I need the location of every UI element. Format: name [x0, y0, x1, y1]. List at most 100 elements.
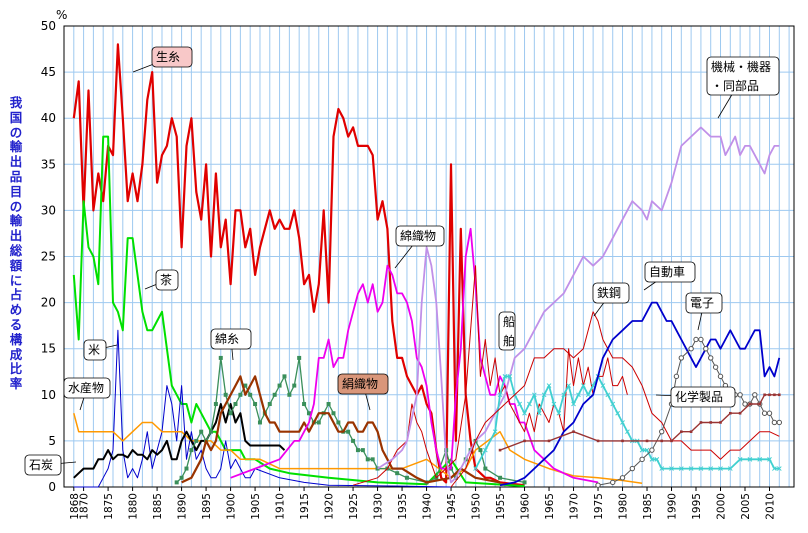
data-point — [644, 447, 650, 453]
x-tick-label: 1895 — [201, 493, 213, 520]
data-point — [645, 439, 649, 443]
data-point — [482, 447, 488, 453]
data-point — [498, 475, 503, 480]
x-tick-label: 1900 — [226, 493, 238, 520]
data-point — [527, 401, 532, 407]
data-point — [492, 429, 498, 435]
callout-label: 生糸 — [156, 50, 180, 64]
data-point — [678, 355, 685, 361]
data-point — [605, 392, 611, 398]
data-point — [370, 457, 375, 462]
series-line — [352, 265, 628, 486]
callout-label: 綿織物 — [400, 229, 436, 243]
x-tick-label: 1880 — [128, 493, 140, 520]
series-line — [377, 126, 780, 484]
data-point — [572, 430, 575, 433]
callout-box — [63, 377, 111, 399]
x-tick-label: 2010 — [765, 493, 777, 520]
data-point — [747, 456, 753, 462]
callout-box — [498, 311, 516, 351]
data-point — [184, 466, 189, 471]
data-point — [253, 402, 258, 407]
data-point — [331, 411, 336, 416]
callout-label: ・同部品 — [711, 78, 759, 93]
x-tick-label: 1920 — [324, 493, 336, 520]
data-point — [639, 447, 645, 453]
data-point — [531, 392, 537, 398]
data-point — [621, 439, 624, 443]
x-tick-label: 1975 — [593, 493, 605, 520]
data-point — [267, 402, 272, 407]
data-point — [179, 475, 184, 480]
callout-box — [155, 269, 179, 291]
y-tick-label: 30 — [41, 203, 56, 217]
data-point — [365, 457, 370, 462]
data-point — [282, 374, 287, 379]
data-point — [238, 392, 243, 397]
callout-box — [670, 386, 736, 408]
callout-box — [210, 328, 252, 350]
data-point — [649, 456, 655, 462]
x-tick-label: 1980 — [618, 493, 630, 520]
data-point — [478, 448, 483, 453]
data-point — [719, 421, 722, 424]
data-point — [670, 439, 673, 443]
data-point — [767, 456, 772, 462]
callout-label: 化学製品 — [675, 389, 723, 404]
data-point — [625, 429, 630, 435]
data-point — [189, 448, 194, 453]
x-tick-label: 1925 — [348, 493, 360, 520]
data-point — [610, 479, 616, 486]
x-tick-label: 1930 — [373, 493, 385, 520]
data-point — [737, 392, 743, 398]
data-point — [326, 402, 331, 407]
data-point — [742, 401, 748, 407]
data-point — [257, 420, 262, 425]
data-point — [738, 411, 742, 415]
data-point — [571, 401, 576, 407]
x-tick-label: 1905 — [250, 493, 262, 520]
x-tick-label: 1995 — [691, 493, 703, 520]
series-line — [450, 311, 780, 488]
data-point — [213, 402, 218, 407]
series-line — [73, 403, 286, 479]
callout-label: 鉄鋼 — [597, 285, 621, 300]
data-point — [763, 393, 766, 397]
data-point — [737, 456, 743, 462]
data-point — [757, 456, 763, 462]
data-point — [727, 466, 733, 471]
callout-box — [395, 225, 445, 247]
data-point — [551, 401, 557, 407]
data-point — [287, 392, 292, 397]
data-point — [649, 447, 655, 453]
data-point — [619, 475, 626, 481]
x-tick-label: 1890 — [177, 493, 189, 520]
data-point — [517, 401, 522, 407]
callout-label: 水産物 — [68, 380, 104, 395]
y-tick-label: 35 — [41, 157, 56, 171]
data-point — [585, 392, 591, 398]
data-point — [776, 466, 782, 471]
data-point — [688, 346, 694, 352]
data-point — [497, 392, 503, 398]
y-axis-label: 我国の輸出品目の輸出総額に占める構成比率 — [9, 95, 23, 392]
data-point — [673, 373, 680, 380]
x-tick-label: 1885 — [152, 493, 164, 520]
callout-box — [83, 339, 107, 361]
data-point — [556, 410, 562, 416]
callout-box — [685, 292, 723, 314]
data-point — [502, 374, 508, 379]
data-point — [629, 465, 636, 472]
x-tick-label: 1950 — [471, 493, 483, 520]
data-point — [277, 383, 282, 388]
callout-label: 石炭 — [29, 458, 53, 472]
data-point — [659, 428, 665, 435]
x-tick-label: 1875 — [103, 493, 115, 520]
data-point — [654, 456, 660, 462]
x-tick-label: 1945 — [446, 493, 458, 520]
data-point — [693, 336, 699, 343]
data-point — [248, 392, 253, 397]
y-tick-label: 0 — [48, 480, 56, 494]
